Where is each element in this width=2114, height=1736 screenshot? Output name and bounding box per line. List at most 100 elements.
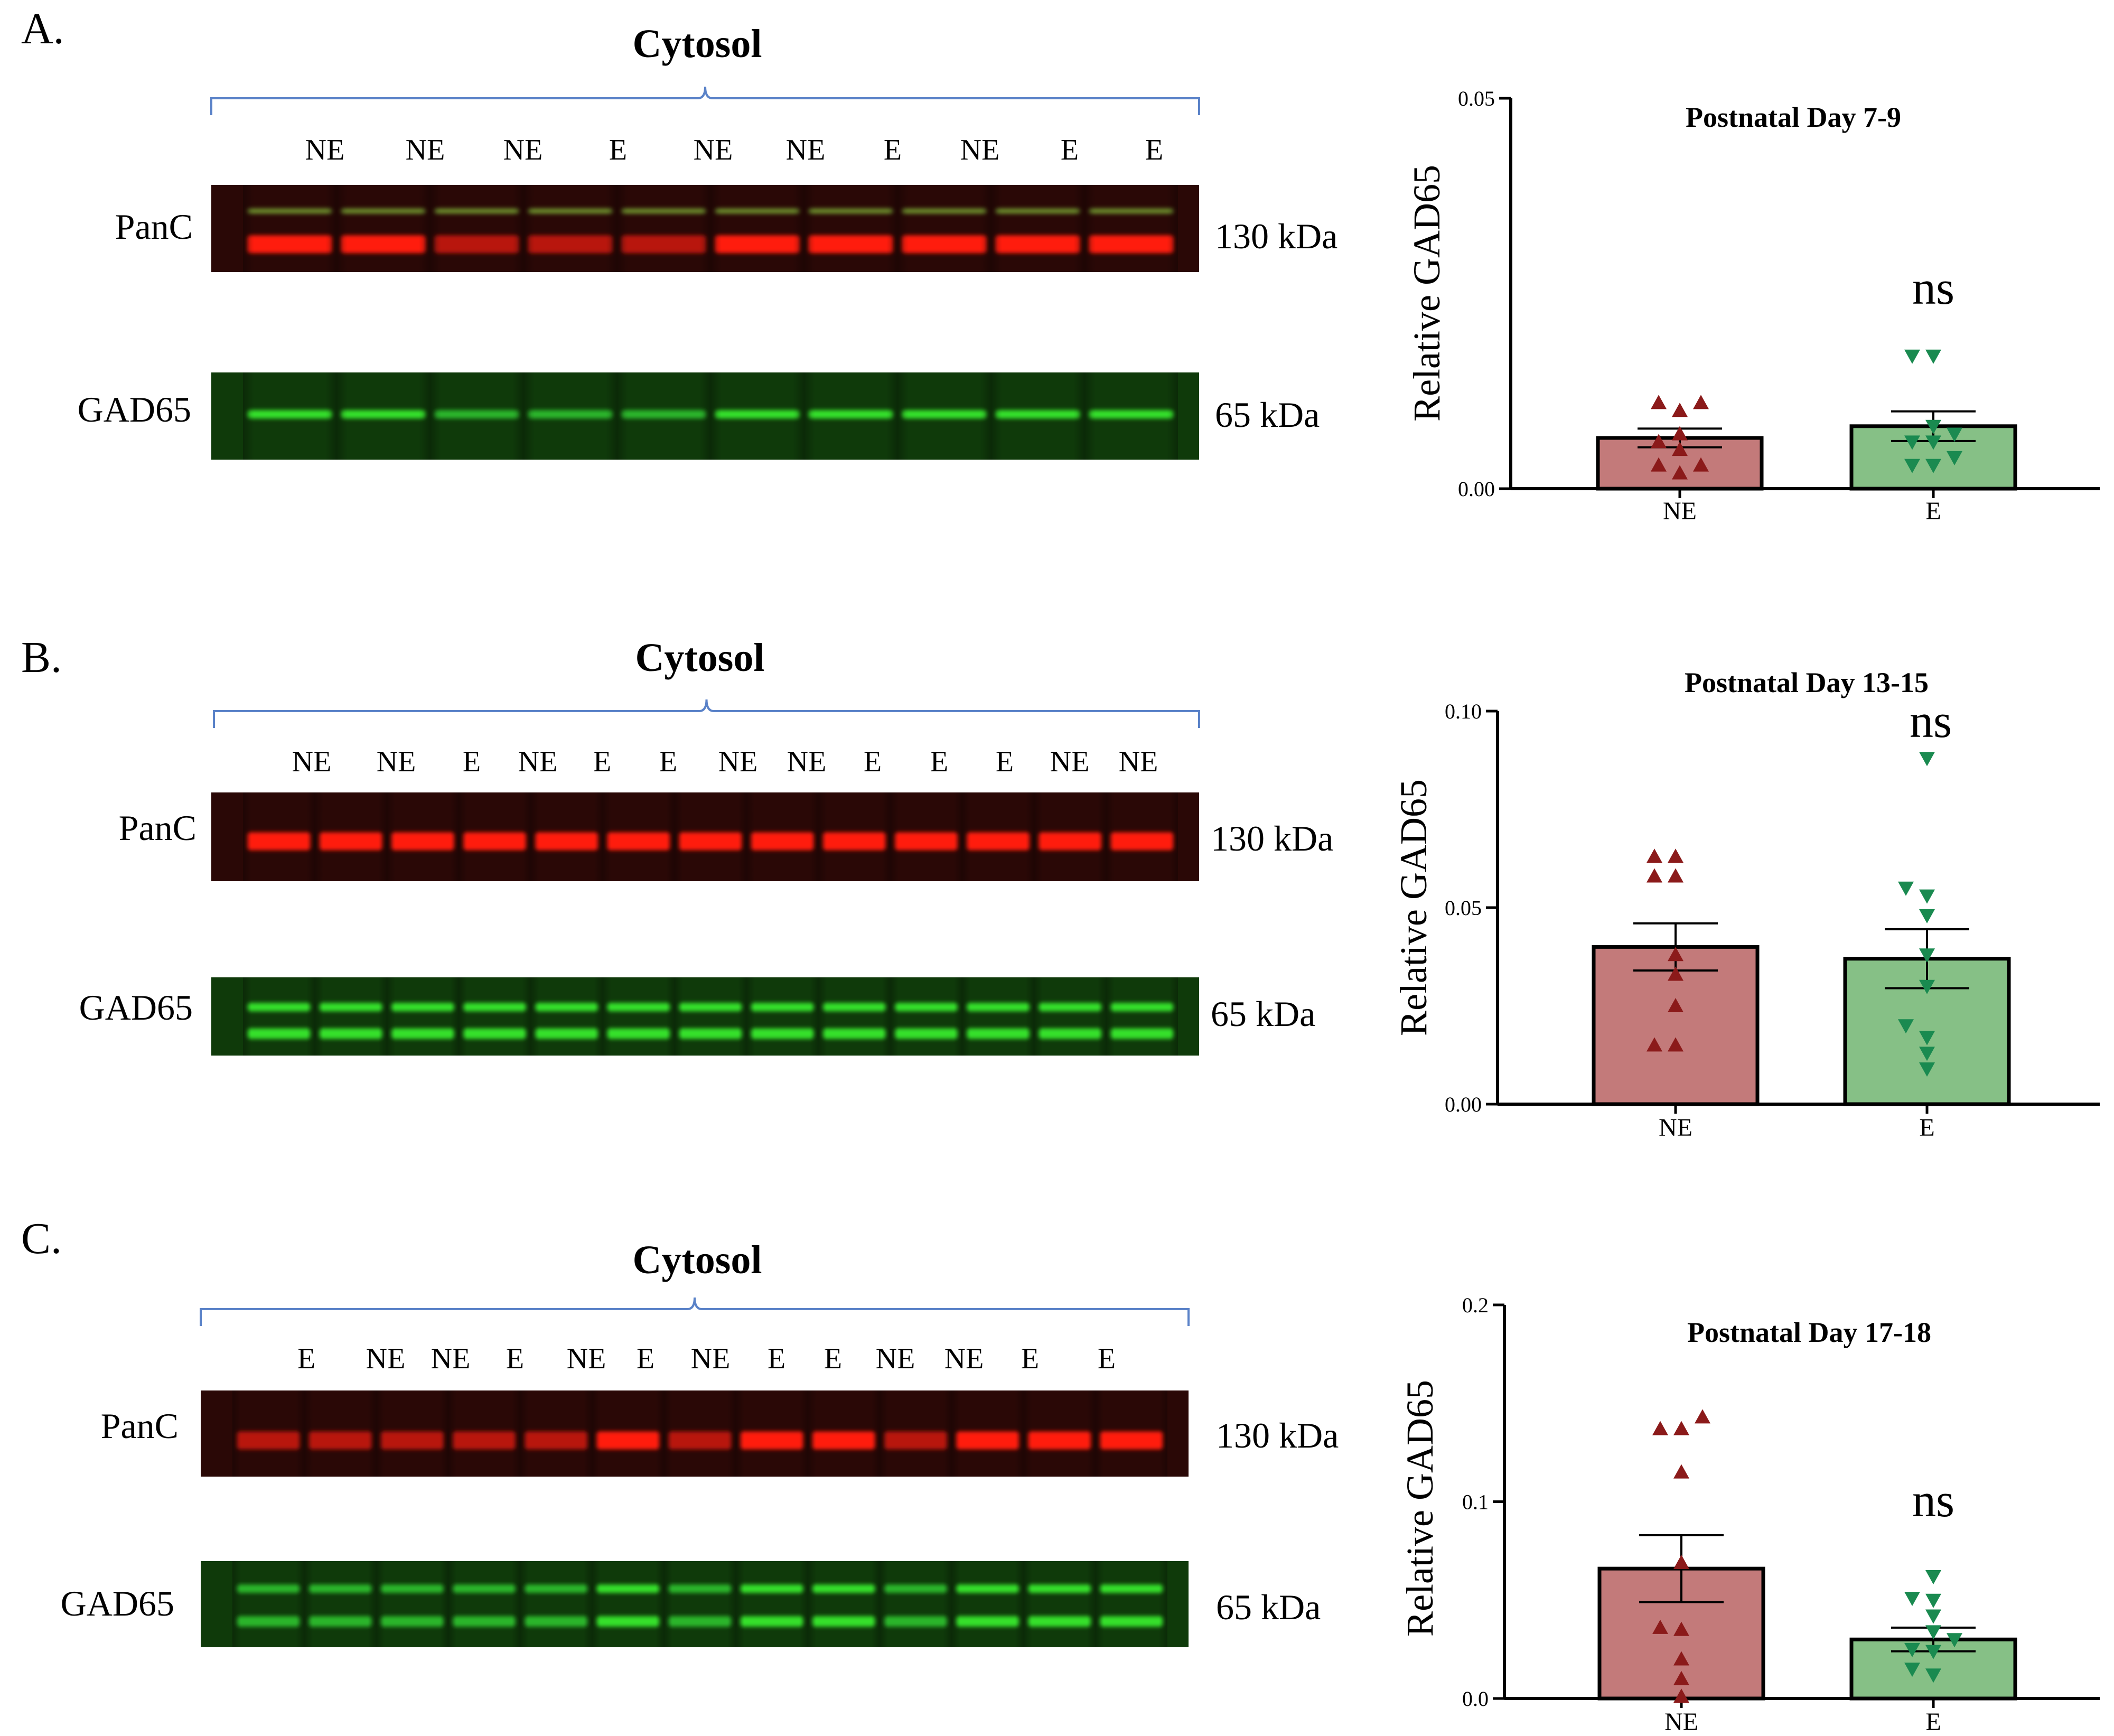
lane-shading xyxy=(448,1561,520,1647)
lane-label: E xyxy=(1061,134,1079,166)
lane-shading xyxy=(430,185,523,272)
lane-label: E xyxy=(297,1342,315,1375)
lane-shading xyxy=(387,792,459,881)
lane-label: NE xyxy=(503,134,543,166)
data-point xyxy=(1652,1421,1668,1435)
data-point xyxy=(1651,434,1667,449)
data-point xyxy=(1898,1019,1914,1034)
gad65-blot xyxy=(211,977,1199,1056)
cytosol-label: Cytosol xyxy=(635,636,765,680)
data-point xyxy=(1919,948,1935,963)
data-point xyxy=(1651,395,1667,409)
data-point xyxy=(1693,395,1709,409)
cytosol-bracket xyxy=(213,699,1200,728)
data-point xyxy=(1672,426,1688,441)
lane-label: E xyxy=(463,745,481,778)
kda-label: 130 kDa xyxy=(1215,216,1337,256)
bar-chart-b xyxy=(1486,710,2100,1114)
data-point xyxy=(1919,1047,1935,1061)
lane-shading xyxy=(808,1390,880,1477)
kda-label: 130 kDa xyxy=(1216,1415,1339,1455)
lane-shading xyxy=(804,372,897,460)
data-point xyxy=(1673,1421,1689,1435)
lane-shading xyxy=(962,792,1034,881)
data-point xyxy=(1904,1642,1920,1657)
lane-shading xyxy=(520,1390,592,1477)
cytosol-bracket xyxy=(210,86,1200,115)
lane-shading xyxy=(459,792,531,881)
lane-label: E xyxy=(1145,134,1163,166)
lane-shading xyxy=(951,1561,1024,1647)
lane-shading xyxy=(1106,792,1178,881)
data-point xyxy=(1668,1037,1683,1052)
significance-label: ns xyxy=(1912,262,1954,314)
x-tick-label: E xyxy=(1925,1708,1941,1736)
western-blot-layer xyxy=(200,86,1200,1647)
protein-label: GAD65 xyxy=(79,987,193,1028)
lane-label: NE xyxy=(431,1342,471,1375)
data-point xyxy=(1947,1633,1962,1648)
data-point xyxy=(1668,868,1683,883)
data-point xyxy=(1693,457,1709,472)
data-point xyxy=(1673,1554,1689,1569)
lane-shading xyxy=(1084,185,1178,272)
lane-shading xyxy=(232,1561,305,1647)
lane-shading xyxy=(808,1561,880,1647)
chart-title: Postnatal Day 13-15 xyxy=(1685,667,1929,698)
data-point xyxy=(1673,1688,1689,1703)
lane-label: NE xyxy=(718,745,758,778)
data-point xyxy=(1673,1464,1689,1479)
lane-label: E xyxy=(637,1342,654,1375)
lane-shading xyxy=(890,977,962,1056)
data-point xyxy=(1672,442,1688,456)
data-point xyxy=(1919,752,1935,767)
lane-shading xyxy=(1084,372,1178,460)
data-point xyxy=(1673,1621,1689,1636)
lane-shading xyxy=(232,1390,305,1477)
lane-shading xyxy=(880,1390,952,1477)
data-point xyxy=(1925,1668,1941,1683)
y-tick-label: 0.2 xyxy=(1462,1293,1489,1317)
kda-label: 65 kDa xyxy=(1211,994,1315,1034)
lane-shading xyxy=(315,977,387,1056)
y-tick-label: 0.1 xyxy=(1462,1490,1489,1514)
lane-shading xyxy=(710,372,804,460)
lane-label: NE xyxy=(1119,745,1158,778)
lane-shading xyxy=(617,372,710,460)
lane-label: NE xyxy=(876,1342,915,1375)
gad65-blot xyxy=(211,372,1199,460)
y-axis-label: Relative GAD65 xyxy=(1399,1380,1441,1637)
lane-label: NE xyxy=(518,745,558,778)
lane-shading xyxy=(602,792,675,881)
lane-shading xyxy=(520,1561,592,1647)
y-tick-label: 0.05 xyxy=(1458,87,1495,110)
lane-shading xyxy=(243,977,315,1056)
lane-shading xyxy=(530,792,603,881)
lane-shading xyxy=(746,977,819,1056)
lane-label: E xyxy=(864,745,882,778)
lane-shading xyxy=(818,792,891,881)
lane-label: E xyxy=(506,1342,524,1375)
lane-shading xyxy=(617,185,710,272)
data-point xyxy=(1668,947,1683,962)
y-tick-label: 0.00 xyxy=(1458,477,1495,501)
lane-shading xyxy=(804,185,897,272)
lane-shading xyxy=(336,185,430,272)
lane-shading xyxy=(1034,977,1106,1056)
y-tick-label: 0.0 xyxy=(1462,1687,1489,1711)
lane-label: E xyxy=(1021,1342,1039,1375)
y-tick-label: 0.00 xyxy=(1445,1093,1482,1116)
data-point xyxy=(1919,1031,1935,1046)
kda-label: 130 kDa xyxy=(1211,818,1333,858)
lane-shading xyxy=(602,977,675,1056)
data-point xyxy=(1947,451,1962,465)
lane-shading xyxy=(736,1561,808,1647)
bar-chart-layer xyxy=(1486,97,2100,1708)
x-tick-label: NE xyxy=(1663,497,1697,525)
lane-label: E xyxy=(659,745,677,778)
bar-chart-a xyxy=(1499,97,2100,498)
lane-shading xyxy=(897,372,991,460)
lane-shading xyxy=(991,372,1084,460)
data-point xyxy=(1919,889,1935,904)
panel-letter: C. xyxy=(21,1214,62,1263)
